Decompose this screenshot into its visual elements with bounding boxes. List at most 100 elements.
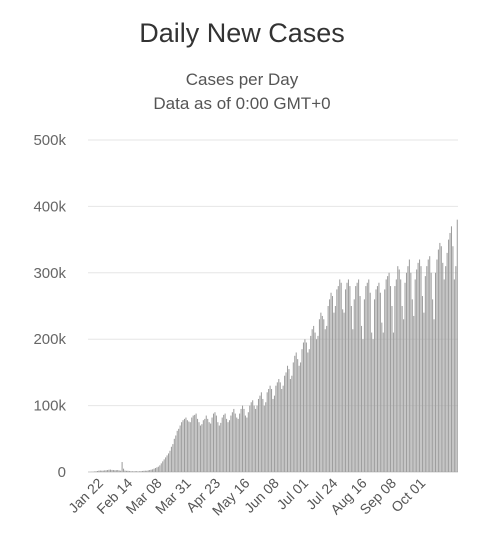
bar	[168, 453, 170, 472]
bar	[150, 469, 152, 472]
bar	[318, 319, 320, 472]
bar	[214, 412, 216, 472]
bar	[138, 471, 141, 472]
bar	[181, 422, 183, 472]
bar	[259, 395, 261, 472]
bar	[197, 418, 199, 472]
bar	[411, 299, 413, 472]
bar	[175, 435, 177, 472]
bar	[388, 272, 390, 472]
bar	[387, 276, 389, 472]
bar	[255, 408, 257, 472]
bar	[381, 322, 383, 472]
bar	[226, 418, 228, 472]
bar	[289, 379, 291, 472]
bar	[394, 286, 396, 472]
y-tick-label: 100k	[33, 398, 66, 415]
bar	[324, 329, 326, 472]
bar	[401, 306, 403, 472]
bar	[310, 335, 312, 472]
bar	[439, 242, 441, 472]
bar	[215, 415, 217, 472]
bar	[253, 405, 255, 472]
y-tick-label: 0	[58, 464, 66, 481]
bar	[243, 408, 245, 472]
bar	[201, 424, 203, 472]
bar	[392, 332, 394, 472]
bar	[456, 219, 458, 472]
bar	[212, 413, 215, 472]
bar	[304, 339, 306, 472]
bar	[423, 312, 425, 472]
bar	[134, 471, 136, 472]
bar	[440, 246, 442, 472]
bar	[339, 279, 341, 472]
bar	[204, 418, 206, 472]
bar	[372, 339, 374, 472]
bar	[282, 385, 284, 472]
y-tick-label: 300k	[33, 265, 66, 282]
bar	[147, 470, 149, 472]
bar	[445, 266, 447, 472]
bar	[385, 279, 387, 472]
bar	[265, 402, 267, 472]
bar	[176, 430, 178, 472]
bar	[408, 259, 410, 472]
bar	[285, 372, 287, 472]
bar	[170, 446, 172, 472]
bar	[413, 315, 415, 472]
bar	[123, 468, 125, 472]
bar	[307, 352, 309, 472]
bar	[427, 259, 429, 472]
chart-subtitle-cases-per-day: Cases per Day	[185, 70, 299, 89]
bar	[192, 415, 194, 472]
bar	[105, 470, 107, 472]
bar	[166, 455, 168, 472]
bar	[330, 292, 332, 472]
bar	[94, 471, 96, 472]
bar	[391, 306, 393, 472]
bar	[314, 332, 316, 472]
bar	[349, 286, 351, 472]
bar	[342, 309, 344, 472]
bar	[365, 286, 367, 472]
bar	[169, 450, 171, 472]
bar	[250, 402, 252, 472]
bar	[358, 279, 360, 472]
bar	[133, 471, 135, 472]
bar	[403, 319, 405, 472]
bar	[144, 470, 146, 472]
bar	[249, 405, 251, 472]
bar	[162, 461, 164, 472]
bar	[104, 470, 106, 472]
bar	[188, 421, 190, 472]
bar	[295, 352, 297, 472]
bar	[230, 415, 232, 472]
bar	[102, 470, 104, 472]
bar	[157, 466, 159, 472]
bar	[452, 246, 454, 472]
bar	[294, 355, 296, 472]
bar	[419, 259, 421, 472]
bar	[374, 299, 376, 472]
bar	[107, 470, 109, 472]
bar	[178, 428, 180, 472]
bar	[316, 339, 318, 472]
bar	[333, 312, 335, 472]
bar	[186, 420, 188, 472]
bar	[121, 462, 123, 472]
bar	[257, 398, 260, 472]
bar	[352, 329, 354, 472]
bar	[198, 422, 200, 472]
bar	[288, 369, 290, 472]
bar	[227, 422, 229, 472]
bar	[433, 319, 435, 472]
bar	[305, 342, 307, 472]
bar	[378, 282, 380, 472]
bar	[368, 279, 370, 472]
bar	[359, 296, 361, 472]
bar	[231, 412, 233, 472]
bar	[417, 262, 419, 472]
bar	[404, 282, 406, 472]
bar	[240, 408, 242, 472]
